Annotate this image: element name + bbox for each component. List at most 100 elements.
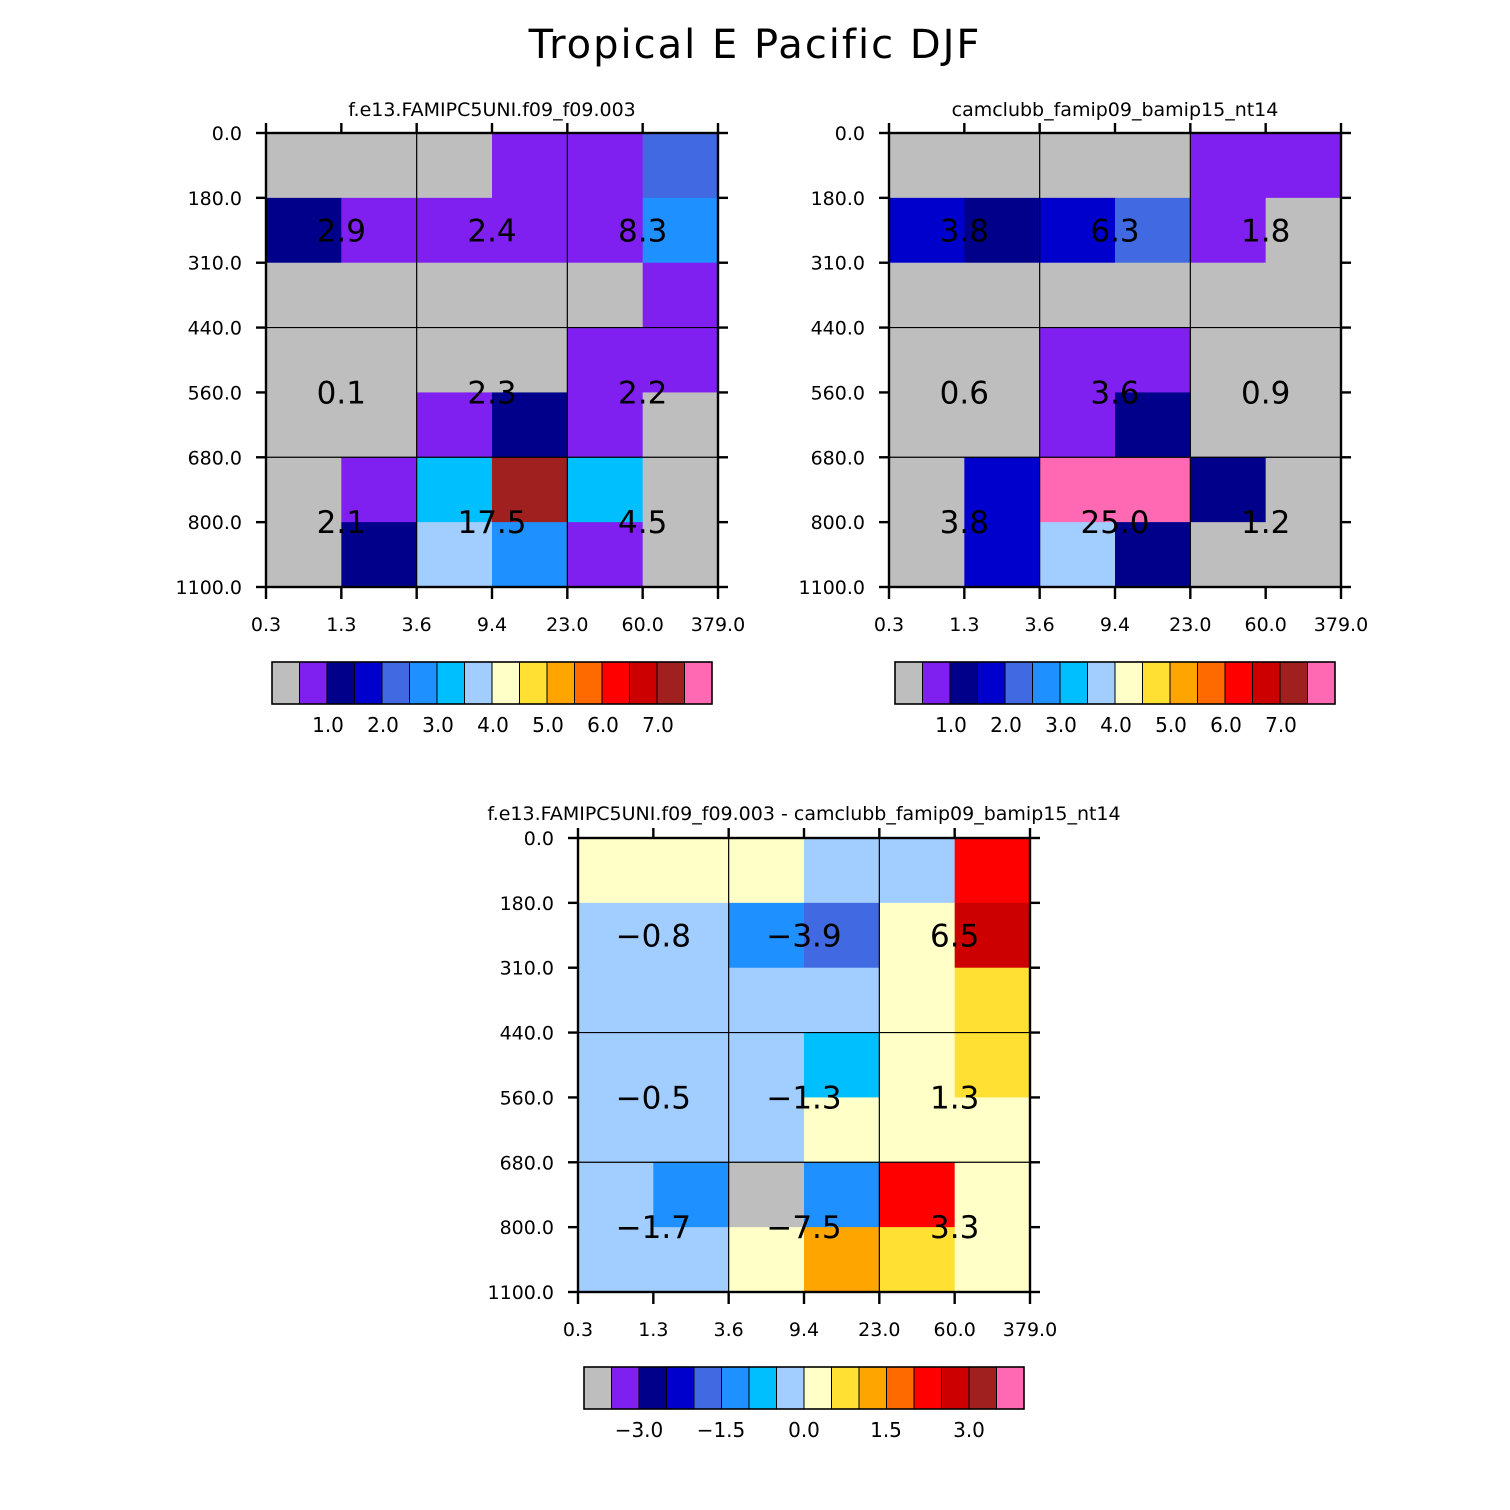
heatmap-cell bbox=[1190, 457, 1267, 523]
heatmap-cell bbox=[341, 522, 418, 588]
heatmap-cell bbox=[1115, 457, 1191, 523]
heatmap-cell bbox=[642, 522, 719, 588]
heatmap-cell bbox=[567, 392, 644, 458]
heatmap-cell bbox=[1190, 327, 1267, 394]
colorbar-label: 1.0 bbox=[312, 713, 344, 737]
cell-value-label: 2.2 bbox=[618, 375, 667, 411]
heatmap-cell bbox=[416, 262, 493, 329]
colorbar-swatch bbox=[1087, 661, 1116, 705]
heatmap-cell bbox=[341, 327, 418, 394]
heatmap-cell bbox=[879, 1032, 956, 1099]
heatmap-cell bbox=[341, 133, 418, 199]
heatmap-cell bbox=[341, 392, 418, 458]
colorbar-swatch bbox=[1224, 661, 1253, 705]
heatmap-cell bbox=[642, 327, 719, 394]
heatmap-cell bbox=[1190, 197, 1267, 264]
y-tick-label: 440.0 bbox=[188, 318, 242, 340]
x-tick-label: 60.0 bbox=[1245, 614, 1287, 636]
heatmap-cell bbox=[416, 392, 493, 458]
heatmap-cell bbox=[804, 1162, 880, 1228]
colorbar-swatch bbox=[684, 661, 713, 705]
colorbar-swatch bbox=[491, 661, 520, 705]
colorbar-swatch bbox=[776, 1366, 805, 1410]
cell-value-label: 3.3 bbox=[930, 1210, 979, 1246]
cell-value-label: 3.8 bbox=[940, 505, 989, 541]
heatmap-cell bbox=[578, 838, 654, 904]
heatmap-cell bbox=[578, 1227, 654, 1293]
heatmap-cell bbox=[578, 1032, 654, 1099]
heatmap-cell bbox=[653, 1097, 730, 1163]
figure-title: Tropical E Pacific DJF bbox=[528, 22, 982, 68]
heatmap-cell bbox=[567, 133, 644, 199]
heatmap-cell bbox=[642, 392, 719, 458]
heatmap-cell bbox=[889, 197, 965, 264]
heatmap-cell bbox=[1190, 392, 1267, 458]
heatmap-cell bbox=[954, 967, 1031, 1034]
x-tick-label: 23.0 bbox=[546, 614, 588, 636]
cell-value-label: 1.2 bbox=[1241, 505, 1290, 541]
heatmap-cell bbox=[1039, 392, 1116, 458]
heatmap-cell bbox=[578, 1097, 654, 1163]
colorbar-swatch bbox=[831, 1366, 860, 1410]
colorbar-label: 1.0 bbox=[935, 713, 967, 737]
colorbar-swatch bbox=[922, 661, 951, 705]
heatmap-cell bbox=[1115, 327, 1191, 394]
heatmap-cell bbox=[1265, 197, 1342, 264]
heatmap-cell bbox=[889, 262, 965, 329]
heatmap-cell bbox=[964, 262, 1041, 329]
x-tick-label: 23.0 bbox=[1169, 614, 1211, 636]
colorbar-swatch bbox=[858, 1366, 887, 1410]
heatmap-cell bbox=[728, 838, 805, 904]
heatmap-cell bbox=[728, 1227, 805, 1293]
x-tick-label: 60.0 bbox=[934, 1319, 976, 1341]
y-tick-label: 560.0 bbox=[811, 382, 865, 404]
cell-value-label: 0.9 bbox=[1241, 375, 1290, 411]
heatmap-cell bbox=[879, 1097, 956, 1163]
y-tick-label: 440.0 bbox=[500, 1023, 554, 1045]
heatmap-cell bbox=[642, 197, 719, 264]
colorbar-swatch bbox=[666, 1366, 695, 1410]
heatmap-cell bbox=[416, 522, 493, 588]
heatmap-cell bbox=[1190, 522, 1267, 588]
colorbar-swatch bbox=[381, 661, 410, 705]
colorbar-label: 0.0 bbox=[788, 1418, 820, 1442]
colorbar-frame bbox=[894, 661, 1336, 705]
cell-value-label: 6.3 bbox=[1090, 213, 1139, 249]
x-tick-label: 1.3 bbox=[326, 614, 356, 636]
y-tick-label: 680.0 bbox=[811, 447, 865, 469]
cell-value-label: 6.5 bbox=[930, 918, 979, 954]
y-tick-label: 310.0 bbox=[811, 253, 865, 275]
y-tick-label: 440.0 bbox=[811, 318, 865, 340]
heatmap-cell bbox=[642, 133, 719, 199]
colorbar-swatch bbox=[721, 1366, 750, 1410]
heatmap-cell bbox=[954, 1097, 1031, 1163]
heatmap-cell bbox=[879, 1162, 956, 1228]
heatmap-cell bbox=[954, 1227, 1031, 1293]
heatmap-cell bbox=[879, 838, 956, 904]
heatmap-cell bbox=[1039, 133, 1116, 199]
heatmap-cell bbox=[1265, 262, 1342, 329]
colorbar-swatch bbox=[354, 661, 383, 705]
y-tick-label: 800.0 bbox=[811, 512, 865, 534]
x-tick-label: 0.3 bbox=[563, 1319, 593, 1341]
cell-value-label: 2.9 bbox=[317, 213, 366, 249]
cell-value-label: 17.5 bbox=[457, 505, 526, 541]
y-tick-label: 1100.0 bbox=[176, 577, 242, 599]
cell-value-label: 25.0 bbox=[1080, 505, 1149, 541]
panel-title: f.e13.FAMIPC5UNI.f09_f09.003 bbox=[348, 99, 636, 121]
x-tick-label: 0.3 bbox=[251, 614, 281, 636]
heatmap-cell bbox=[1265, 392, 1342, 458]
heatmap-cell bbox=[889, 392, 965, 458]
colorbar-label: 5.0 bbox=[532, 713, 564, 737]
colorbar-swatch bbox=[583, 1366, 612, 1410]
cell-value-label: 8.3 bbox=[618, 213, 667, 249]
heatmap-cell bbox=[804, 967, 880, 1034]
heatmap-cell bbox=[653, 838, 730, 904]
heatmap-cell bbox=[1265, 133, 1342, 199]
heatmap-cell bbox=[804, 1097, 880, 1163]
colorbar-label: 6.0 bbox=[587, 713, 619, 737]
colorbar-swatch bbox=[638, 1366, 667, 1410]
cell-value-label: −0.8 bbox=[616, 918, 691, 954]
y-tick-label: 800.0 bbox=[188, 512, 242, 534]
